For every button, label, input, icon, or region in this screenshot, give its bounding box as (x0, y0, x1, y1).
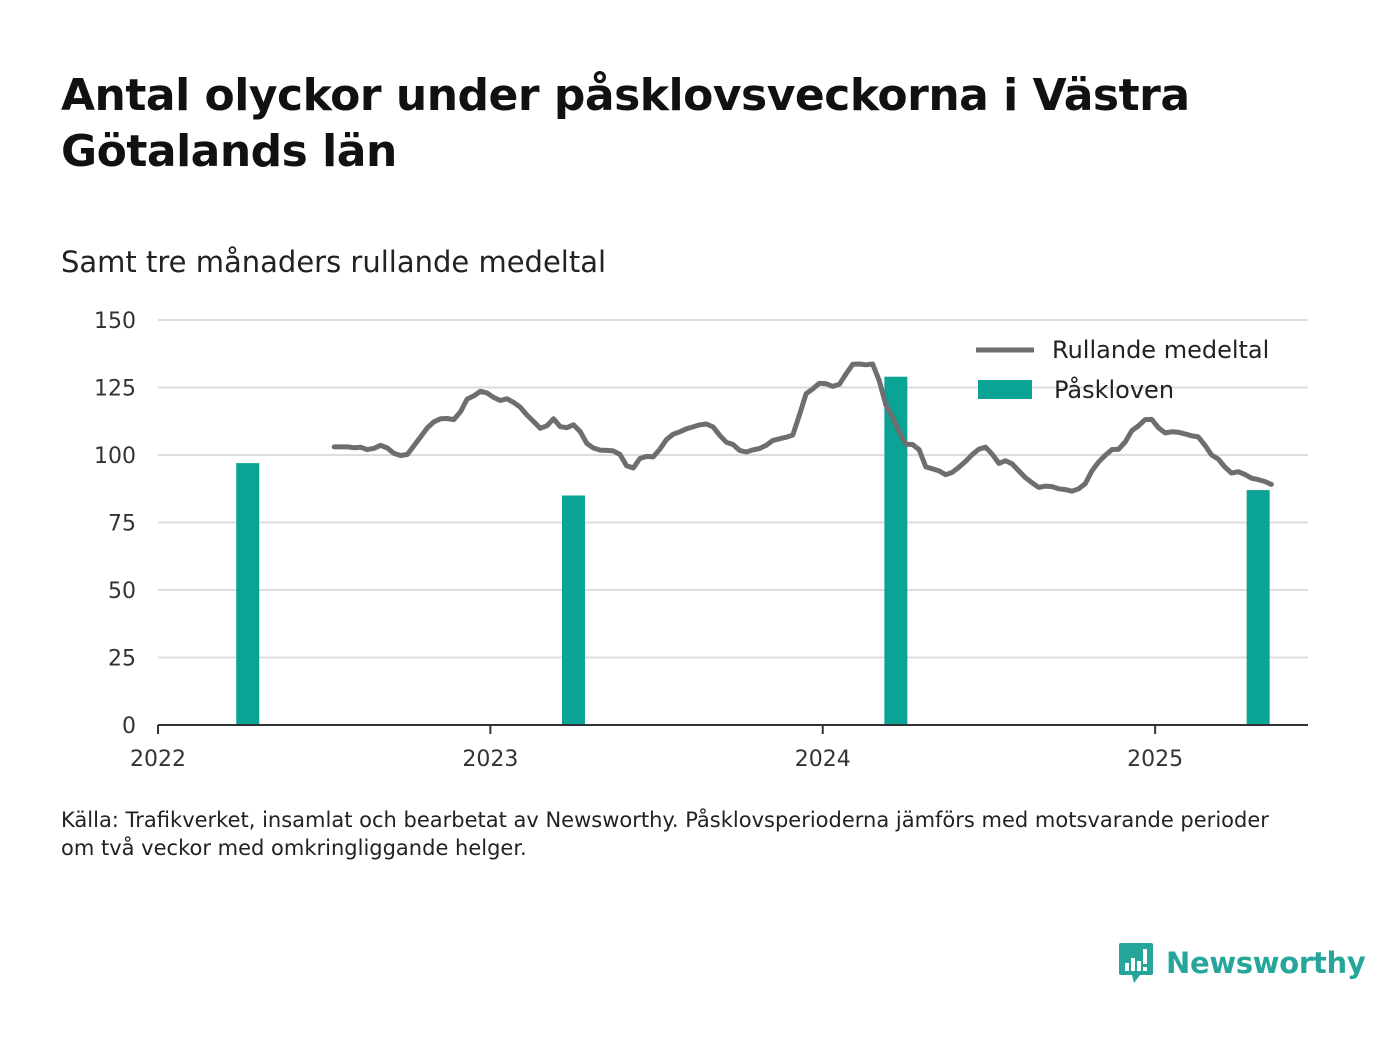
bar-3 (1246, 490, 1270, 725)
source-note-line-2: om två veckor med omkringliggande helger… (61, 836, 527, 860)
y-tick-label-100: 100 (94, 444, 136, 469)
line-rullande-medeltal (331, 361, 1274, 494)
legend-label-paskloven: Påskloven (1054, 375, 1174, 404)
bar-1 (561, 495, 585, 725)
x-tick-label-2022: 2022 (130, 747, 186, 772)
source-note-line-1: Källa: Trafikverket, insamlat och bearbe… (61, 808, 1269, 832)
legend-swatch-bar (978, 380, 1032, 399)
chart-subtitle: Samt tre månaders rullande medeltal (61, 245, 607, 279)
source-note: Källa: Trafikverket, insamlat och bearbe… (61, 806, 1301, 862)
gridlines (158, 319, 1308, 659)
x-tick-label-2023: 2023 (462, 747, 518, 772)
x-tick-label-2024: 2024 (795, 747, 851, 772)
legend: Rullande medeltal Påskloven (976, 336, 1269, 404)
bar-0 (236, 463, 260, 725)
y-tick-label-25: 25 (108, 647, 136, 672)
brand-name: Newsworthy (1166, 946, 1366, 980)
bar-2 (884, 376, 908, 725)
bar-series-paskloven (236, 376, 1270, 725)
chart-title: Antal olyckor under påsklovsveckorna i V… (61, 70, 1190, 177)
y-tick-label-75: 75 (108, 512, 136, 537)
brand-logo: Newsworthy (1118, 940, 1366, 986)
y-tick-label-150: 150 (94, 309, 136, 334)
newsworthy-logo-icon (1119, 943, 1153, 983)
x-axis: 2022 2023 2024 2025 (130, 724, 1308, 772)
legend-label-rullande-medeltal: Rullande medeltal (1052, 336, 1269, 364)
x-tick-label-2025: 2025 (1127, 747, 1183, 772)
y-axis-labels: 0 25 50 75 100 125 150 (94, 309, 136, 739)
line-series-rullande-medeltal (331, 361, 1274, 494)
y-tick-label-125: 125 (94, 377, 136, 402)
y-tick-label-50: 50 (108, 579, 136, 604)
chart-canvas: 0 25 50 75 100 125 150 2022 2023 2024 2025 Rullan… (94, 309, 1308, 772)
y-tick-label-0: 0 (122, 714, 136, 739)
